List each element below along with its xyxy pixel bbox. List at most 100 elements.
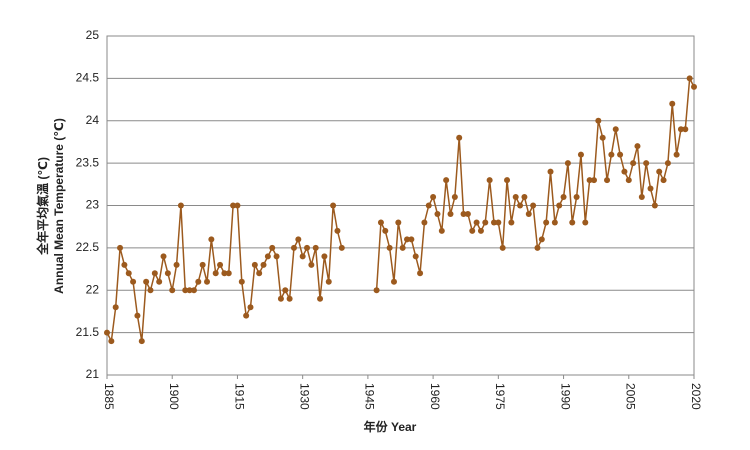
point [282,287,289,294]
x-tick-label: 2020 [689,383,703,410]
point [477,227,484,234]
y-tick-label: 25 [86,28,100,42]
point [117,244,124,251]
point [577,151,584,158]
point [417,270,424,277]
point [604,177,611,184]
y-tick-label: 22.5 [76,240,100,254]
point [482,219,489,226]
point [169,287,176,294]
y-tick-label: 24.5 [76,71,100,85]
point [243,312,250,319]
point [499,244,506,251]
point [534,244,541,251]
point [130,278,137,285]
point [586,177,593,184]
point [104,329,110,336]
x-tick-label: 1930 [297,383,311,410]
point [643,160,650,167]
point [551,219,558,226]
point [677,126,684,133]
point [264,253,271,260]
point [230,202,237,209]
point [634,143,641,150]
point [225,270,232,277]
point [656,168,663,175]
point [447,210,454,217]
point [464,210,471,217]
point [421,219,428,226]
x-tick-label: 1945 [363,383,377,410]
point [543,219,550,226]
point [138,338,145,345]
point [299,253,306,260]
point [460,210,467,217]
y-axis-label: Annual Mean Temperature (℃) [52,118,66,294]
x-tick-label: 1975 [493,383,507,410]
x-tick-label: 1900 [167,383,181,410]
point [617,151,624,158]
point [660,177,667,184]
point [530,202,537,209]
point [638,194,645,201]
point [373,287,380,294]
point [125,270,132,277]
point [134,312,141,319]
point [247,304,254,311]
point [330,202,337,209]
point [251,261,258,268]
point [621,168,628,175]
point [190,287,197,294]
point [317,295,324,302]
point [408,236,415,243]
line [106,75,695,344]
point [156,278,163,285]
point [238,278,245,285]
point [399,244,406,251]
point [177,202,184,209]
point [377,219,384,226]
point [338,244,345,251]
point [147,287,154,294]
point [295,236,302,243]
y-tick-label: 23 [86,198,100,212]
point [651,202,658,209]
point [151,270,158,277]
x-axis-label: 年份 Year [364,419,417,434]
point [269,244,276,251]
point [290,244,297,251]
point [456,134,463,141]
point [630,160,637,167]
point [425,202,432,209]
x-tick-label: 1915 [232,383,246,410]
point [273,253,280,260]
point [143,278,150,285]
point [112,304,119,311]
point [182,287,189,294]
point [430,194,437,201]
point [443,177,450,184]
point [173,261,180,268]
point [334,227,341,234]
point [199,261,206,268]
point [490,219,497,226]
point [438,227,445,234]
point [404,236,411,243]
point [312,244,319,251]
point [395,219,402,226]
point [204,278,211,285]
point [286,295,293,302]
point [525,210,532,217]
point [473,219,480,226]
point [560,194,567,201]
point [121,261,128,268]
x-tick-label: 2005 [624,383,638,410]
point [569,219,576,226]
point [682,126,689,133]
point [186,287,193,294]
point [256,270,263,277]
point [195,278,202,285]
point [495,219,502,226]
point [599,134,606,141]
point [434,210,441,217]
